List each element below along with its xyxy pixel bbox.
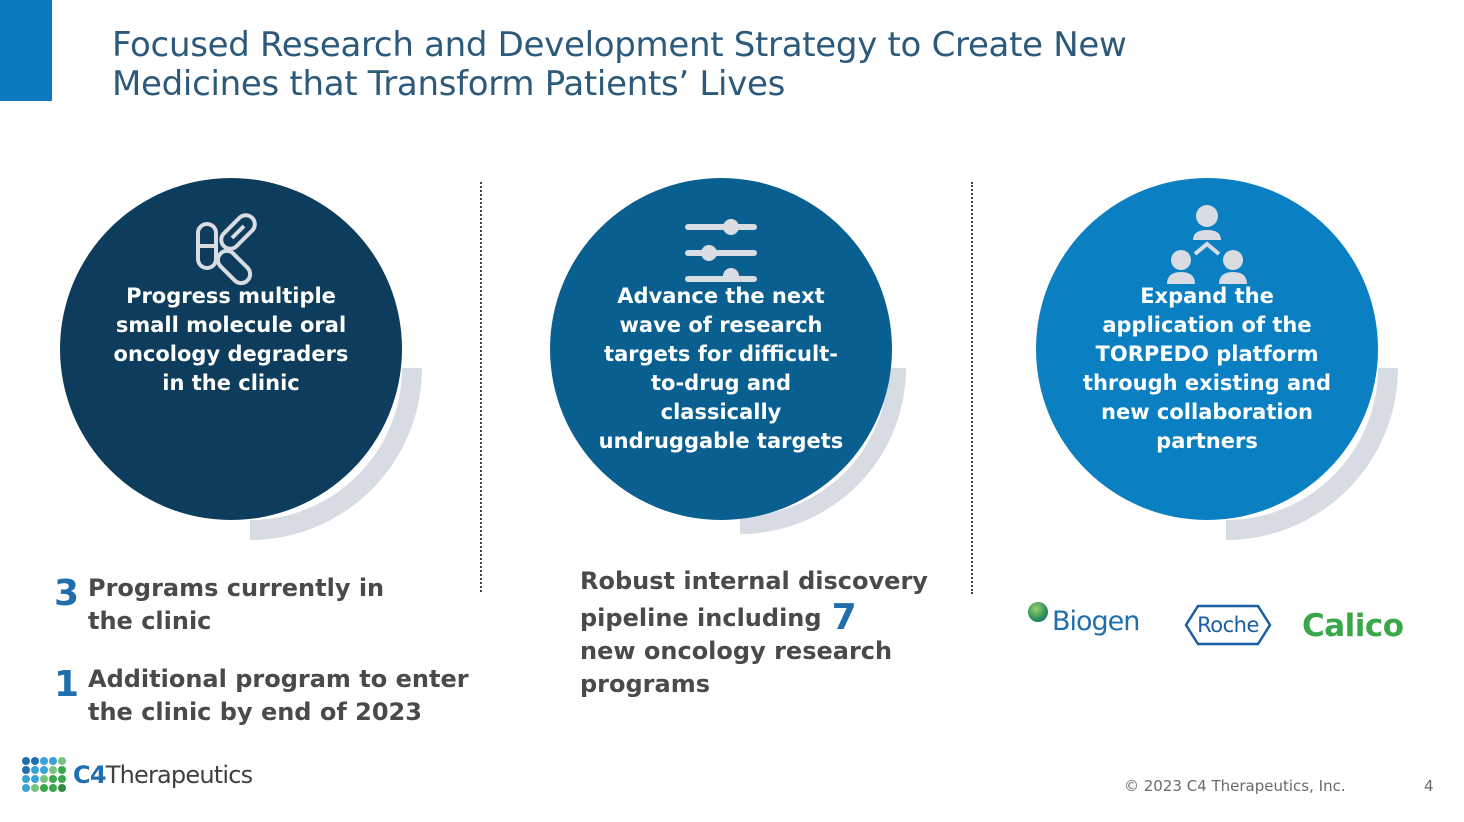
collaboration-network-icon — [1165, 204, 1249, 292]
circle-shadow-arc-3 — [1226, 368, 1398, 540]
pillar-text-partners: Expand the application of the TORPEDO pl… — [1082, 284, 1332, 453]
stat-text: Programs currently in the clinic — [88, 572, 384, 638]
discovery-line-2: pipeline including 7 — [580, 597, 940, 638]
discovery-line-3: new oncology research — [580, 637, 893, 665]
pillar-circle-clinical: Progress multiple small molecule oral on… — [60, 178, 402, 520]
column-divider-right — [971, 182, 973, 594]
discovery-number: 7 — [831, 597, 857, 638]
title-accent-bar — [0, 0, 52, 101]
circle-shadow-arc-2 — [740, 368, 906, 534]
stat-text-line: Programs currently in — [88, 574, 385, 602]
roche-wordmark: Roche — [1197, 613, 1259, 637]
pillar-text-clinical: Progress multiple small molecule oral on… — [113, 284, 349, 395]
pillar-circle-research: Advance the next wave of research target… — [550, 178, 892, 520]
logo-wordmark: C4Therapeutics — [73, 760, 253, 789]
clinic-stat-programs: 3 Programs currently in the clinic — [54, 572, 384, 638]
discovery-line-1: Robust internal discovery — [580, 567, 928, 595]
slide-title: Focused Research and Development Strateg… — [112, 26, 1362, 104]
roche-hexagon-icon — [1184, 604, 1272, 646]
discovery-pipeline-text: Robust internal discovery pipeline inclu… — [580, 565, 940, 701]
stat-text-line: the clinic — [88, 607, 212, 635]
circle-shadow-arc-1 — [250, 368, 422, 540]
stat-text-line: the clinic by end of 2023 — [88, 698, 422, 726]
page-number: 4 — [1424, 777, 1434, 795]
logo-dots-icon — [22, 757, 66, 792]
pillar-text-research: Advance the next wave of research target… — [598, 284, 844, 453]
stat-number: 3 — [54, 573, 80, 614]
biogen-logo-mark — [1028, 602, 1048, 622]
biogen-wordmark: Biogen — [1052, 606, 1140, 637]
c4-therapeutics-logo: C4Therapeutics — [22, 757, 253, 792]
slide-title-line-2: Medicines that Transform Patients’ Lives — [112, 64, 786, 104]
stat-text-line: Additional program to enter — [88, 665, 469, 693]
partner-logos: Biogen Roche Calico — [1026, 596, 1426, 656]
logo-wordmark-rest: Therapeutics — [105, 760, 253, 789]
logo-wordmark-bold: C4 — [73, 760, 107, 789]
discovery-line-4: programs — [580, 670, 711, 698]
calico-logo: Calico — [1302, 608, 1404, 644]
pillar-circle-partners: Expand the application of the TORPEDO pl… — [1036, 178, 1378, 520]
stat-text: Additional program to enter the clinic b… — [88, 663, 469, 729]
pills-icon — [189, 204, 273, 292]
stat-number: 1 — [54, 664, 80, 705]
clinic-stat-additional: 1 Additional program to enter the clinic… — [54, 663, 469, 729]
copyright-notice: © 2023 C4 Therapeutics, Inc. — [1124, 777, 1346, 795]
column-divider-left — [480, 182, 482, 592]
slide-title-line-1: Focused Research and Development Strateg… — [112, 25, 1127, 65]
sliders-icon — [681, 204, 761, 286]
discovery-line-2-text: pipeline including — [580, 604, 822, 632]
